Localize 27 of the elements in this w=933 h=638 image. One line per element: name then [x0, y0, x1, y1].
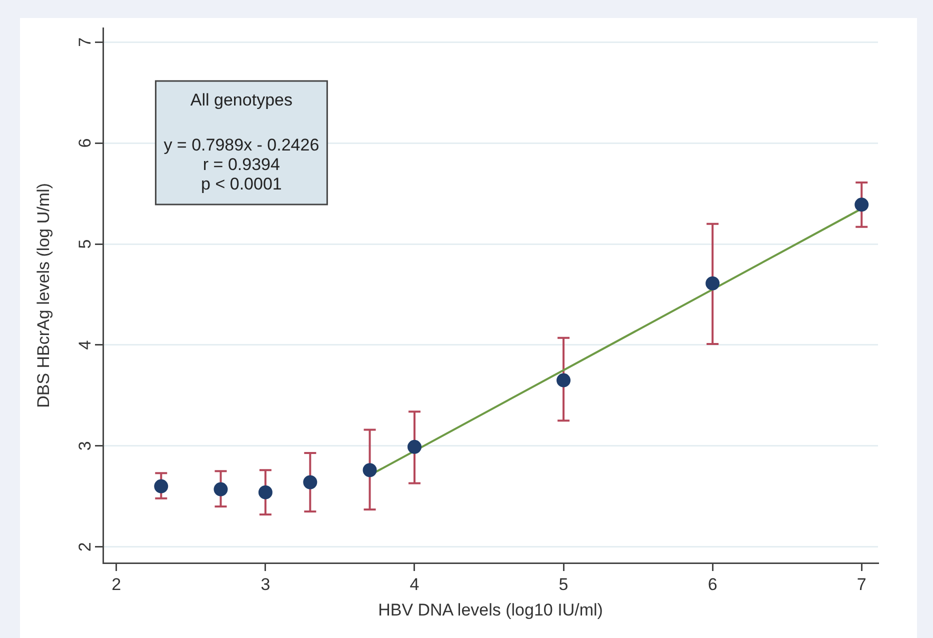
point [303, 475, 318, 490]
y-tick-label: 7 [76, 37, 95, 47]
x-tick-label: 3 [260, 574, 270, 594]
annotation: p < 0.0001 [201, 174, 282, 194]
x-tick-label: 5 [558, 574, 568, 594]
point [706, 276, 720, 290]
y-tick-label: 3 [76, 441, 95, 451]
x-tick-label: 2 [112, 574, 122, 594]
annotation: y = 0.7989x - 0.2426 [164, 135, 320, 154]
point [407, 440, 422, 454]
annotation: All genotypes [190, 90, 292, 110]
x-tick-label: 6 [708, 574, 718, 594]
annotation: r = 0.9394 [202, 154, 280, 174]
y-tick-label: 4 [76, 340, 95, 350]
y-tick-label: 6 [76, 138, 95, 148]
point [258, 485, 272, 500]
y-tick-label: 2 [76, 542, 95, 552]
point [362, 463, 377, 478]
x-axis-title: HBV DNA levels (log10 IU/ml) [378, 600, 603, 620]
point [154, 479, 168, 494]
point [854, 198, 869, 212]
point [556, 373, 571, 388]
x-tick-label: 7 [856, 574, 866, 594]
point [214, 482, 228, 496]
x-tick-label: 4 [410, 574, 420, 594]
y-axis-title: DBS HBcrAg levels (log U/ml) [34, 183, 53, 408]
y-tick-label: 5 [76, 239, 95, 249]
